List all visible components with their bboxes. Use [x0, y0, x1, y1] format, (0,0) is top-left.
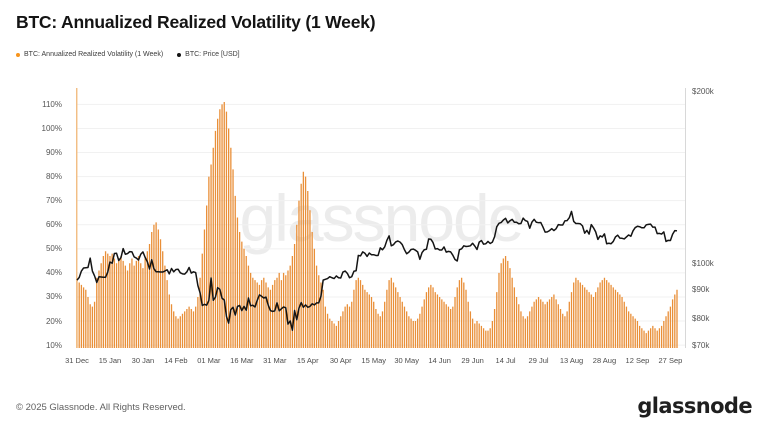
copyright-text: © 2025 Glassnode. All Rights Reserved.	[16, 402, 186, 413]
glassnode-logo: glassnode	[637, 394, 752, 418]
x-axis-tick-label: 27 Sep	[658, 356, 683, 365]
price-line	[76, 210, 678, 331]
x-axis-tick-label: 30 Jan	[131, 356, 155, 365]
x-axis-tick-label: 15 Apr	[296, 356, 319, 365]
left-axis-tick-label: 40%	[45, 268, 62, 278]
right-y-axis: $70k $80k $90k $100k $200k	[692, 0, 762, 432]
page-title: BTC: Annualized Realized Volatility (1 W…	[16, 12, 376, 32]
x-axis-tick-label: 15 May	[361, 356, 387, 365]
x-axis-tick-label: 14 Jul	[495, 356, 516, 365]
left-axis-tick-label: 90%	[45, 148, 62, 158]
left-y-axis: 10% 20% 30% 40% 50% 60% 70% 80% 90% 100% 110%	[0, 0, 70, 432]
right-axis-tick-label: $200k	[692, 87, 714, 97]
chart-svg	[75, 88, 686, 348]
x-axis-tick-label: 28 Aug	[592, 356, 617, 365]
legend-label-price: BTC: Price [USD]	[185, 51, 240, 58]
price-legend-dot-icon	[177, 52, 182, 57]
left-axis-tick-label: 50%	[45, 244, 62, 254]
x-axis-tick-label: 14 Jun	[428, 356, 451, 365]
left-axis-tick-label: 70%	[45, 196, 62, 206]
x-axis-tick-label: 29 Jul	[528, 356, 549, 365]
left-axis-tick-label: 100%	[41, 123, 62, 133]
x-axis-tick-label: 30 Apr	[329, 356, 352, 365]
left-axis-tick-label: 110%	[42, 99, 62, 109]
x-axis-tick-label: 12 Sep	[625, 356, 650, 365]
legend-item-volatility[interactable]: BTC: Annualized Realized Volatility (1 W…	[16, 51, 163, 58]
x-axis-tick-label: 30 May	[394, 356, 419, 365]
x-axis-tick-label: 29 Jun	[461, 356, 484, 365]
right-axis-tick-label: $80k	[692, 313, 710, 323]
x-axis-tick-label: 14 Feb	[164, 356, 188, 365]
x-axis-tick-label: 01 Mar	[197, 356, 221, 365]
plot-area[interactable]	[75, 88, 686, 349]
x-axis-tick-label: 13 Aug	[559, 356, 584, 365]
left-axis-tick-label: 20%	[45, 316, 62, 326]
x-axis-tick-label: 16 Mar	[230, 356, 254, 365]
legend: BTC: Annualized Realized Volatility (1 W…	[16, 51, 240, 58]
left-axis-tick-label: 10%	[45, 340, 62, 350]
right-axis-tick-label: $70k	[692, 340, 710, 350]
right-axis-tick-label: $90k	[692, 284, 710, 294]
x-axis-tick-label: 31 Dec	[65, 356, 89, 365]
left-axis-tick-label: 80%	[45, 172, 62, 182]
x-axis: 31 Dec 15 Jan 30 Jan 14 Feb 01 Mar 16 Mar 31 M…	[0, 356, 768, 370]
left-axis-tick-label: 60%	[45, 220, 62, 230]
x-axis-tick-label: 31 Mar	[263, 356, 287, 365]
left-axis-tick-label: 30%	[45, 292, 62, 302]
volatility-legend-dot-icon	[16, 52, 20, 57]
right-axis-tick-label: $100k	[692, 258, 714, 268]
legend-label-volatility: BTC: Annualized Realized Volatility (1 W…	[24, 51, 164, 58]
legend-item-price[interactable]: BTC: Price [USD]	[177, 51, 240, 58]
x-axis-tick-label: 15 Jan	[98, 356, 122, 365]
